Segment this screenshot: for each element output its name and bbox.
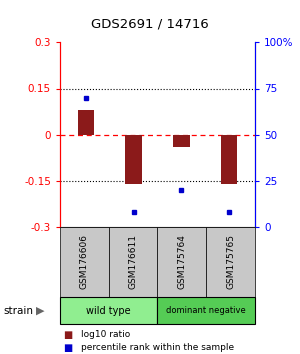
Text: ▶: ▶ <box>36 306 45 316</box>
Text: ■: ■ <box>63 343 72 353</box>
Text: GSM176611: GSM176611 <box>129 234 138 290</box>
Text: percentile rank within the sample: percentile rank within the sample <box>81 343 234 352</box>
Text: wild type: wild type <box>86 306 131 316</box>
Text: strain: strain <box>3 306 33 316</box>
Text: ■: ■ <box>63 330 72 339</box>
Text: dominant negative: dominant negative <box>167 306 246 315</box>
Text: log10 ratio: log10 ratio <box>81 330 130 339</box>
Bar <box>125 135 142 184</box>
Bar <box>173 135 190 147</box>
Bar <box>220 135 237 184</box>
Text: GSM175764: GSM175764 <box>177 234 186 290</box>
Bar <box>78 110 94 135</box>
Text: GSM175765: GSM175765 <box>226 234 235 290</box>
Text: GDS2691 / 14716: GDS2691 / 14716 <box>91 17 209 30</box>
Text: GSM176606: GSM176606 <box>80 234 89 290</box>
